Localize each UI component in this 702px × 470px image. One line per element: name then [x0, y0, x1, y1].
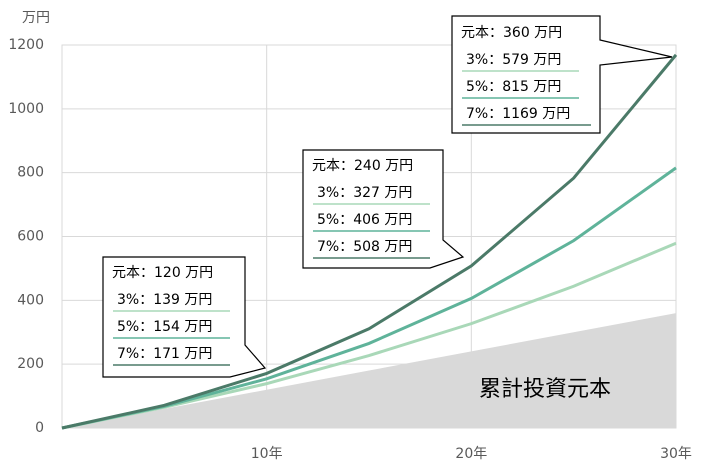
callout-text: 3%：579 万円 [466, 52, 561, 68]
callout-text: 5%：154 万円 [117, 319, 212, 335]
callout-text: 元本：120 万円 [112, 265, 213, 281]
y-tick-label: 1200 [8, 37, 44, 53]
area [62, 313, 676, 428]
callout-box [102, 256, 267, 378]
x-tick-label: 10年 [251, 446, 283, 462]
y-tick-label: 400 [17, 292, 44, 308]
callout: 元本：240 万円 3%：327 万円 5%：406 万円 7%：508 万円 [302, 149, 465, 269]
y-tick-label: 600 [17, 229, 44, 245]
line [61, 53, 678, 430]
x-tick-label: 30年 [660, 446, 692, 462]
y-tick-label: 0 [35, 420, 44, 436]
y-tick-label: 200 [17, 356, 44, 372]
callout-text: 7%：508 万円 [317, 239, 412, 255]
area-label: 累計投資元本 [479, 377, 611, 402]
callout-text: 元本：360 万円 [461, 25, 562, 41]
y-unit: 万円 [22, 10, 50, 26]
callout-text: 3%：139 万円 [117, 292, 212, 308]
y-tick-label: 1000 [8, 101, 44, 117]
callout-text: 7%：171 万円 [117, 346, 212, 362]
callout-text: 3%：327 万円 [317, 185, 412, 201]
callout: 元本：360 万円 3%：579 万円 5%：815 万円 7%：1169 万円 [451, 15, 673, 134]
callout: 元本：120 万円 3%：139 万円 5%：154 万円 7%：171 万円 [102, 256, 267, 378]
callout-box [302, 149, 465, 269]
callout-box [451, 15, 673, 134]
y-tick-label: 800 [17, 165, 44, 181]
callout-text: 7%：1169 万円 [466, 106, 570, 122]
callout-text: 元本：240 万円 [312, 158, 413, 174]
callout-text: 5%：815 万円 [466, 79, 561, 95]
x-tick-label: 20年 [455, 446, 487, 462]
callout-text: 5%：406 万円 [317, 212, 412, 228]
